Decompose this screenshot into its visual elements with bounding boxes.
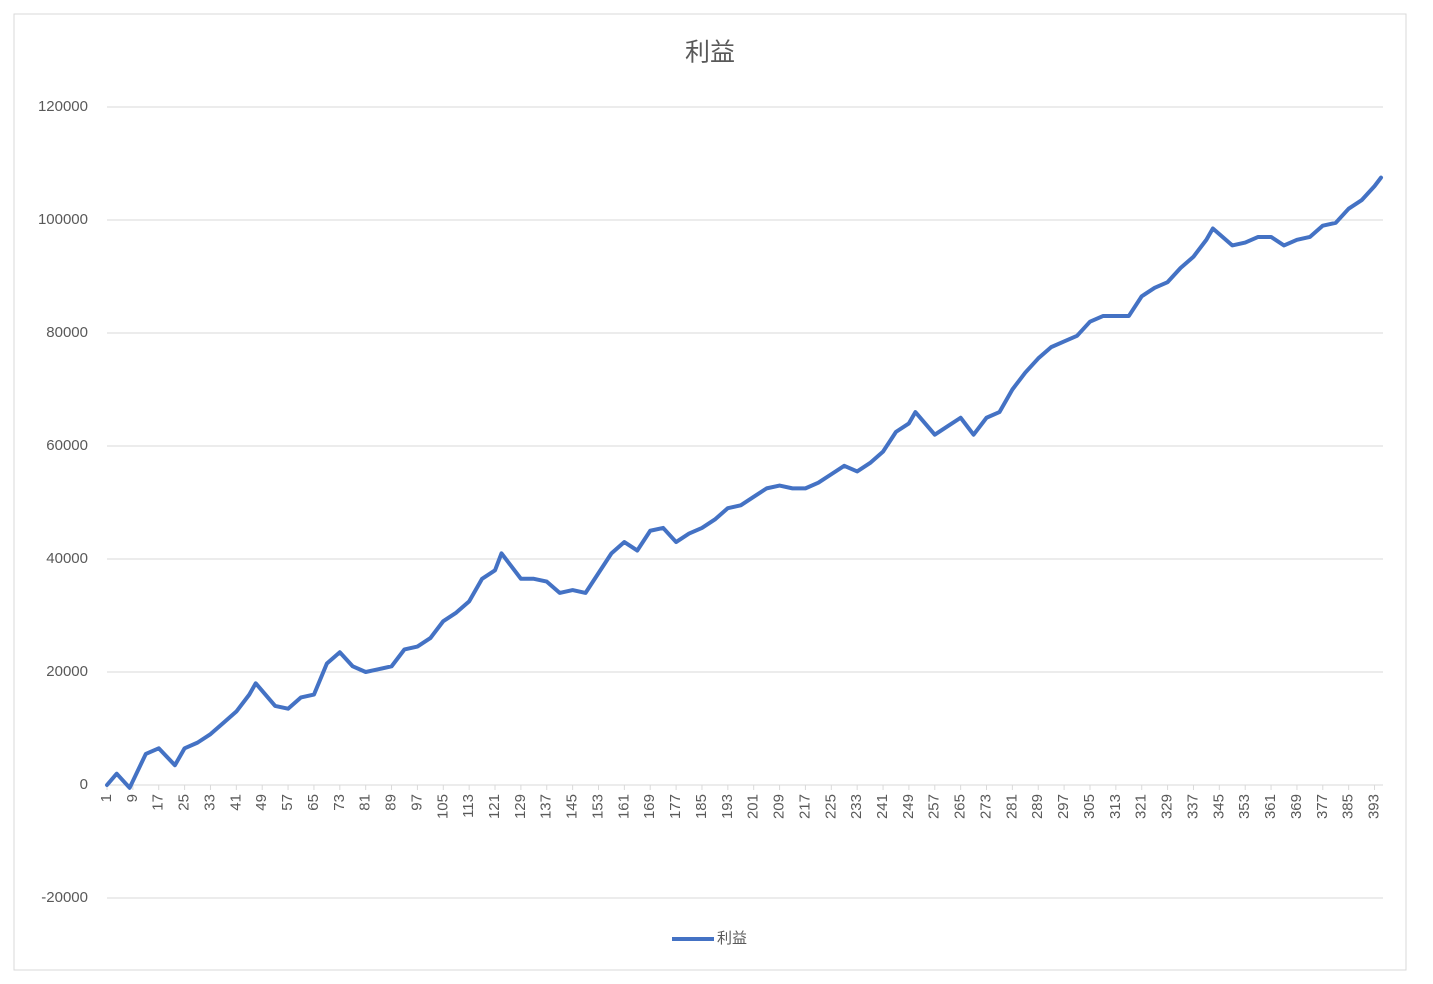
x-tick-label: 121 [486,794,503,819]
legend-label: 利益 [717,930,747,947]
x-tick-label: 297 [1055,794,1072,819]
y-tick-label: -20000 [41,889,88,906]
x-tick-label: 17 [150,794,167,811]
chart-title: 利益 [685,39,735,67]
x-tick-label: 57 [279,794,296,811]
x-tick-label: 257 [926,794,943,819]
y-tick-label: 40000 [46,550,88,567]
x-tick-label: 233 [848,794,865,819]
x-tick-label: 193 [719,794,736,819]
x-tick-label: 241 [874,794,891,819]
y-tick-label: 100000 [38,211,88,228]
x-tick-label: 217 [796,794,813,819]
x-tick-label: 385 [1340,794,1357,819]
data-line [105,175,1383,790]
x-tick-label: 73 [331,794,348,811]
x-tick-label: 33 [201,794,218,811]
y-tick-label: 80000 [46,324,88,341]
y-tick-label: 20000 [46,663,88,680]
x-tick-label: 393 [1366,794,1383,819]
x-tick-label: 185 [693,794,710,819]
x-tick-label: 353 [1236,794,1253,819]
x-tick-label: 169 [641,794,658,819]
x-tick-label: 145 [564,794,581,819]
x-tick-label: 161 [615,794,632,819]
x-tick-label: 129 [512,794,529,819]
y-tick-label: 120000 [38,98,88,115]
x-tick-label: 25 [176,794,193,811]
x-tick-label: 9 [124,794,141,802]
x-tick-label: 1 [98,794,115,802]
x-tick-label: 89 [383,794,400,811]
x-tick-label: 105 [434,794,451,819]
x-tick-label: 329 [1159,794,1176,819]
x-tick-label: 313 [1107,794,1124,819]
x-tick-label: 361 [1262,794,1279,819]
x-tick-label: 209 [771,794,788,819]
x-tick-label: 249 [900,794,917,819]
x-tick-label: 289 [1029,794,1046,819]
x-tick-label: 81 [357,794,374,811]
x-tick-label: 377 [1314,794,1331,819]
x-tick-label: 113 [460,794,477,818]
x-tick-label: 265 [952,794,969,819]
x-tick-label: 305 [1081,794,1098,819]
x-tick-label: 345 [1210,794,1227,819]
x-tick-label: 225 [822,794,839,819]
y-tick-label: 60000 [46,437,88,454]
y-tick-label: 0 [80,776,88,793]
x-tick-label: 137 [538,794,555,819]
x-tick-label: 337 [1184,794,1201,819]
x-tick-label: 97 [408,794,425,811]
x-tick-label: 41 [227,794,244,811]
x-tick-label: 49 [253,794,270,811]
x-tick-label: 201 [745,794,762,819]
x-tick-label: 273 [977,794,994,819]
x-tick-label: 177 [667,794,684,819]
x-tick-label: 321 [1133,794,1150,819]
x-tick-label: 281 [1003,794,1020,819]
chart-border [13,13,1407,971]
x-tick-label: 153 [589,794,606,819]
x-tick-label: 369 [1288,794,1305,819]
x-tick-label: 65 [305,794,322,811]
